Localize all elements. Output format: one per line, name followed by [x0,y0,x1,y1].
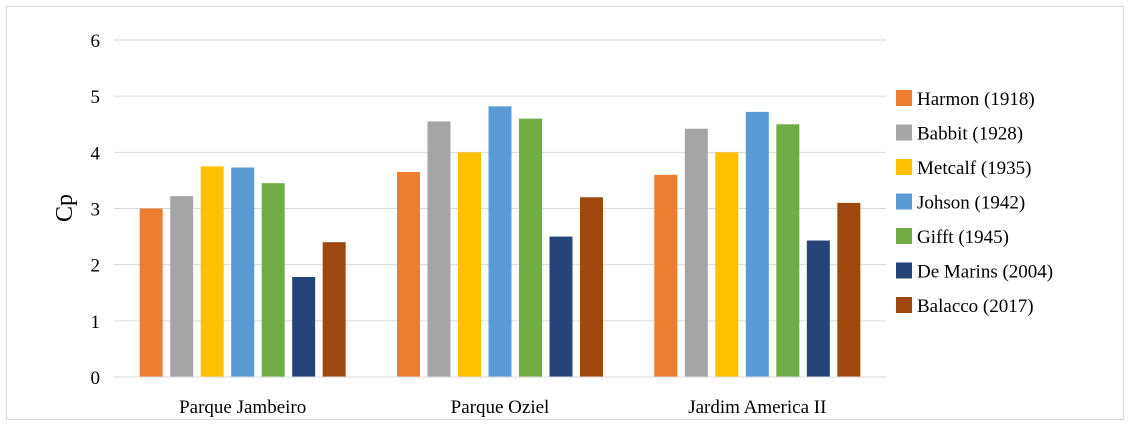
legend-label: De Marins (2004) [917,262,1053,283]
bar-balacco-2017 [837,202,861,377]
legend-label: Metcalf (1935) [917,158,1031,179]
bar-de-marins-2004 [549,236,573,377]
y-tick-label: 1 [91,312,101,333]
legend-swatch [896,193,912,210]
bar-balacco-2017 [322,242,346,377]
legend-label: Harmon (1918) [917,89,1035,110]
legend-swatch [896,90,912,106]
bar-de-marins-2004 [806,240,830,377]
bar-babbit-1928 [684,128,708,377]
bar-johson-1942 [488,106,512,377]
bar-gifft-1945 [519,118,542,377]
bar-babbit-1928 [170,196,194,377]
bars [139,106,861,377]
y-tick-labels: 0 1 2 3 4 5 6 [91,31,101,389]
bar-johson-1942 [745,111,769,377]
y-tick-label: 2 [91,256,101,277]
y-tick-label: 4 [91,143,101,164]
bar-gifft-1945 [776,124,800,377]
y-tick-label: 0 [91,368,101,389]
x-tick-label: Jardim America II [688,397,826,418]
y-tick-label: 3 [91,200,101,221]
legend-swatch [896,159,912,175]
legend-swatch [896,228,912,244]
legend-swatch [896,124,912,141]
bar-harmon-1918 [139,208,163,377]
legend-label: Johson (1942) [917,193,1025,214]
bar-harmon-1918 [654,174,678,377]
bar-johson-1942 [231,167,255,377]
bar-babbit-1928 [427,121,451,377]
bar-balacco-2017 [580,197,603,377]
x-tick-label: Parque Jambeiro [179,397,306,418]
legend-label: Balacco (2017) [917,296,1034,317]
bar-metcalf-1935 [715,152,739,377]
legend-swatch [896,262,912,279]
bar-gifft-1945 [261,183,285,377]
bar-metcalf-1935 [200,166,224,377]
x-tick-labels: Parque Jambeiro Parque Oziel Jardim Americ… [179,397,826,418]
legend-label: Gifft (1945) [917,227,1009,248]
y-tick-label: 5 [91,87,101,108]
x-tick-label: Parque Oziel [451,397,550,418]
legend: Harmon (1918) Babbit (1928) Metcalf (1935)… [896,89,1053,317]
y-axis-title: Cp [52,194,78,222]
y-tick-label: 6 [91,31,101,52]
bar-de-marins-2004 [292,277,316,377]
legend-label: Babbit (1928) [917,124,1023,145]
legend-swatch [896,297,912,313]
bar-metcalf-1935 [458,152,481,377]
bar-harmon-1918 [397,171,420,377]
